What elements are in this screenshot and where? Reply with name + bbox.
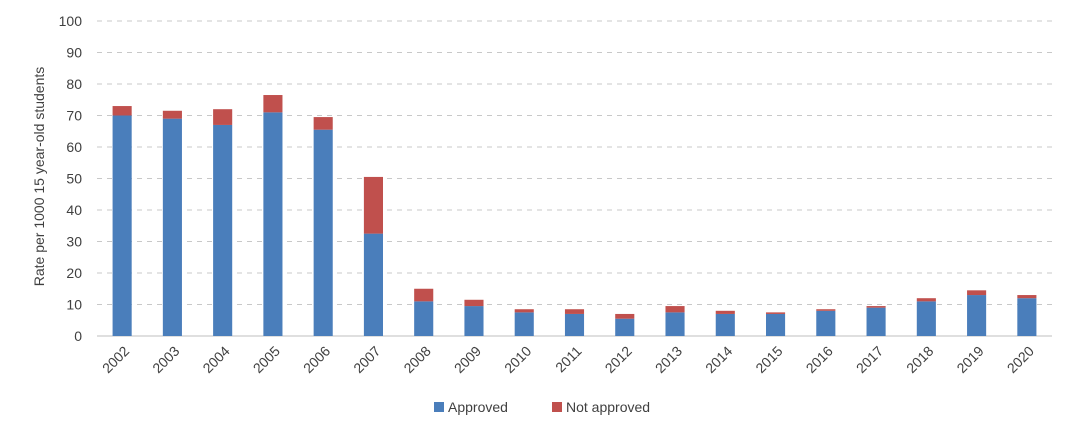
bar-not-approved — [263, 95, 283, 113]
x-tick-label: 2008 — [400, 343, 433, 376]
bar-approved — [715, 313, 735, 336]
bar-not-approved — [514, 309, 534, 313]
x-tick-label: 2009 — [451, 343, 484, 376]
bars — [112, 95, 1037, 337]
bar-not-approved — [665, 306, 685, 313]
bar-not-approved — [816, 309, 836, 311]
bar-approved — [363, 233, 383, 336]
bar-approved — [967, 295, 987, 336]
x-tick-label: 2019 — [953, 343, 986, 376]
bar-approved — [615, 318, 635, 336]
bar-approved — [766, 313, 786, 336]
bar-approved — [213, 124, 233, 336]
bar-approved — [564, 313, 585, 336]
legend-label-approved: Approved — [448, 399, 508, 415]
legend: Approved Not approved — [434, 399, 650, 415]
bar-not-approved — [766, 312, 786, 314]
y-tick-label: 50 — [66, 171, 82, 187]
bar-not-approved — [363, 176, 383, 234]
bar-approved — [263, 112, 283, 336]
legend-swatch-not-approved — [552, 402, 562, 412]
x-tick-label: 2010 — [501, 343, 534, 376]
y-tick-labels: 0 10 20 30 40 50 60 70 80 90 100 — [59, 13, 83, 344]
bar-approved — [665, 312, 685, 336]
y-tick-label: 90 — [66, 45, 82, 61]
x-tick-label: 2011 — [552, 343, 585, 376]
x-tick-label: 2018 — [903, 343, 936, 376]
bar-not-approved — [615, 313, 635, 319]
y-tick-label: 100 — [59, 13, 83, 29]
x-tick-label: 2007 — [350, 343, 383, 376]
bar-not-approved — [464, 299, 484, 307]
bar-not-approved — [866, 306, 886, 308]
y-tick-label: 0 — [74, 328, 82, 344]
x-tick-label: 2005 — [250, 343, 283, 376]
gridlines — [97, 20, 1052, 337]
y-tick-label: 20 — [66, 265, 82, 281]
bar-not-approved — [715, 310, 735, 314]
x-tick-labels: 2002 2003 2004 2005 2006 2007 2008 2009 2010 2011… — [99, 343, 1037, 376]
x-tick-label: 2020 — [1004, 343, 1037, 376]
bar-not-approved — [916, 298, 936, 302]
x-tick-label: 2015 — [752, 343, 785, 376]
x-tick-label: 2002 — [99, 343, 132, 376]
bar-not-approved — [967, 290, 987, 296]
bar-approved — [916, 301, 936, 336]
y-tick-label: 30 — [66, 234, 82, 250]
bar-not-approved — [162, 110, 182, 119]
x-tick-label: 2004 — [199, 343, 232, 376]
bar-not-approved — [213, 109, 233, 125]
y-tick-label: 80 — [66, 76, 82, 92]
x-tick-label: 2006 — [300, 343, 333, 376]
x-tick-label: 2012 — [602, 343, 635, 376]
x-tick-label: 2014 — [702, 343, 735, 376]
y-tick-label: 40 — [66, 202, 82, 218]
bar-not-approved — [414, 288, 434, 302]
x-tick-label: 2003 — [149, 343, 182, 376]
bar-not-approved — [564, 309, 585, 314]
y-tick-label: 70 — [66, 108, 82, 124]
bar-approved — [414, 301, 434, 336]
bar-approved — [464, 306, 484, 336]
bar-not-approved — [112, 106, 132, 116]
legend-label-not-approved: Not approved — [566, 399, 650, 415]
bar-approved — [313, 129, 333, 336]
x-tick-label: 2016 — [803, 343, 836, 376]
bar-not-approved — [1017, 295, 1037, 299]
bar-not-approved — [313, 117, 333, 130]
bar-approved — [866, 307, 886, 336]
y-tick-label: 60 — [66, 139, 82, 155]
x-tick-label: 2013 — [652, 343, 685, 376]
y-tick-label: 10 — [66, 297, 82, 313]
bar-approved — [112, 115, 132, 336]
x-tick-label: 2017 — [853, 343, 886, 376]
bar-approved — [816, 310, 836, 336]
bar-approved — [162, 118, 182, 337]
bar-approved — [514, 312, 534, 336]
y-axis-label: Rate per 1000 15 year-old students — [31, 67, 47, 286]
bar-approved — [1017, 298, 1037, 336]
legend-swatch-approved — [434, 402, 444, 412]
